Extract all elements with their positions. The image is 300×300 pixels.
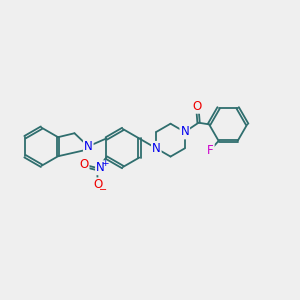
Text: N: N (84, 140, 93, 153)
Text: N: N (152, 142, 161, 155)
Text: −: − (99, 185, 107, 195)
Text: N: N (180, 125, 189, 138)
Text: +: + (101, 159, 109, 168)
Text: N: N (96, 161, 105, 174)
Text: O: O (79, 158, 88, 171)
Text: F: F (207, 144, 214, 157)
Text: O: O (93, 178, 102, 191)
Text: O: O (193, 100, 202, 113)
